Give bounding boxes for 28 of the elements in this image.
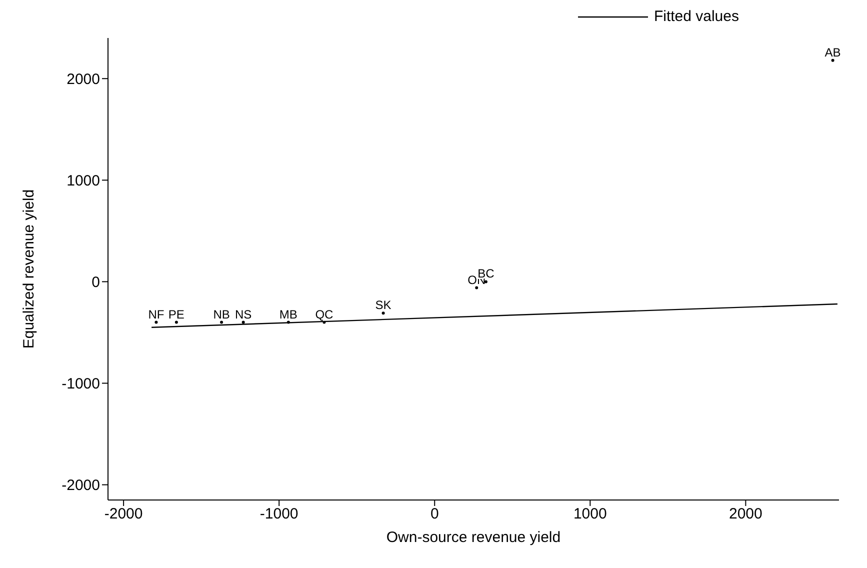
data-label: NF [148,307,164,322]
x-tick-label: 0 [430,506,439,523]
point [382,312,385,315]
x-tick-label: -2000 [104,506,143,523]
point [831,58,834,62]
x-tick-label: -1000 [260,506,298,523]
y-tick-label: 1000 [66,172,100,190]
y-axis-title: Equalized revenue yield [20,189,38,349]
data-label: NS [234,307,252,322]
point [242,320,245,324]
x-tick-label: 1000 [573,506,607,523]
data-label: QC [315,307,334,322]
x-axis-title: Own-source revenue yield [386,529,561,546]
y-tick-label: -2000 [62,477,100,494]
x-tick-label: 2000 [728,506,762,523]
data-label: MB [279,307,298,322]
y-tick-label: 2000 [66,70,100,88]
data-label: NB [213,307,230,322]
point [475,286,478,290]
data-label: PE [168,307,184,322]
point [154,320,158,324]
data-label: AB [824,45,841,60]
point [174,320,178,324]
y-tick-label: 0 [92,274,100,292]
data-label: SK [375,298,392,312]
point [220,320,224,324]
legend-label: Fitted values [654,8,739,25]
y-tick-label: -1000 [62,376,100,393]
